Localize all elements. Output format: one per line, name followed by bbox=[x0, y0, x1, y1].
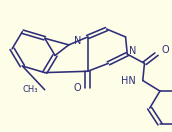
Text: N: N bbox=[74, 36, 81, 46]
Text: N: N bbox=[129, 46, 136, 56]
Text: HN: HN bbox=[121, 76, 136, 86]
Text: CH₃: CH₃ bbox=[22, 85, 38, 94]
Text: O: O bbox=[162, 45, 169, 55]
Text: O: O bbox=[73, 83, 81, 93]
